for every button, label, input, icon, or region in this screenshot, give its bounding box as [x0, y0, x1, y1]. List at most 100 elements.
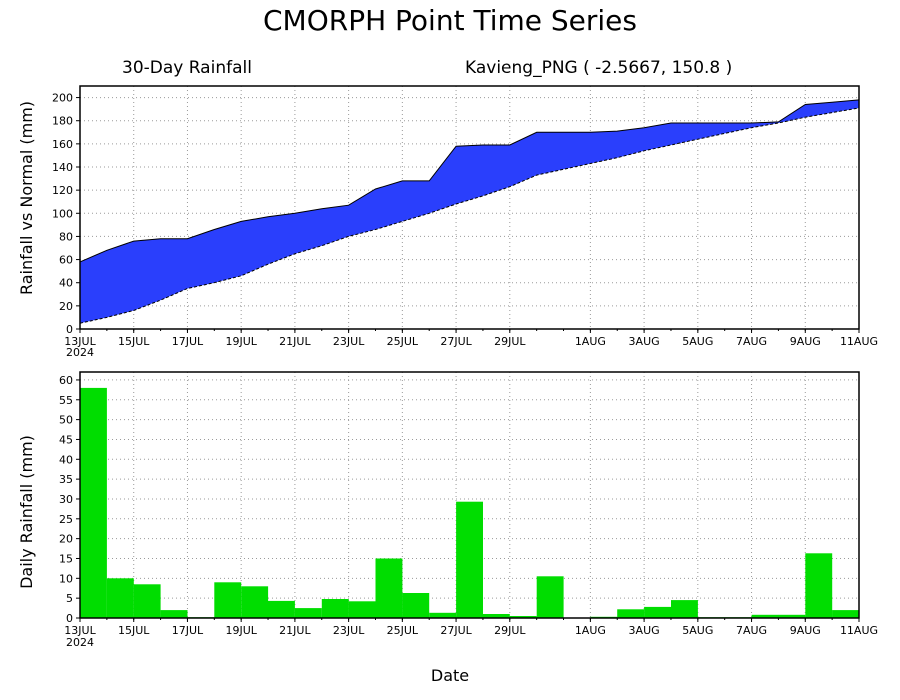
- bottom-y-tick-label: 40: [59, 453, 73, 466]
- actual-cumulative-line: [79, 99, 860, 263]
- top-x-tick-label: 11AUG: [840, 335, 878, 348]
- top-y-tick-label: 60: [59, 254, 73, 267]
- bottom-x-ticks: 13JUL 15JUL 17JUL 19JUL 21JUL 23JUL 25JUL 27JUL…: [64, 618, 878, 637]
- top-x-tick-label: 17JUL: [172, 335, 204, 348]
- bottom-x-tick-label: 7AUG: [736, 624, 767, 637]
- chart-subtitle-left: 30-Day Rainfall: [122, 58, 252, 78]
- daily-rainfall-bar: [482, 614, 510, 618]
- top-x-tick-label: 29JUL: [494, 335, 526, 348]
- bottom-y-tick-label: 10: [59, 572, 73, 585]
- bottom-y-ticks: 0 5 10 15 20 25 30 35 40 45 50 55 60: [59, 374, 80, 625]
- daily-rainfall-bar: [402, 593, 430, 618]
- daily-rainfall-bar: [321, 599, 349, 618]
- bottom-x-tick-label: 15JUL: [118, 624, 150, 637]
- top-year-label: 2024: [66, 346, 94, 359]
- daily-rainfall-bar: [832, 610, 859, 618]
- daily-rainfall-bar: [106, 578, 134, 618]
- daily-rainfall-bar: [751, 614, 779, 618]
- daily-rainfall-bar: [133, 584, 161, 618]
- top-x-tick-label: 13JUL: [64, 335, 96, 348]
- bottom-x-tick-label: 29JUL: [494, 624, 526, 637]
- bottom-x-tick-label: 3AUG: [629, 624, 660, 637]
- cumulative-rainfall-panel: 0 20 40 60 80 100 120 140 160 180 200 13JUL 15JUL 17…: [17, 85, 878, 359]
- daily-rainfall-bar: [536, 576, 564, 618]
- top-y-tick-label: 180: [52, 115, 73, 128]
- bottom-y-tick-label: 30: [59, 493, 73, 506]
- bottom-y-tick-label: 15: [59, 552, 73, 565]
- bottom-y-tick-label: 45: [59, 433, 73, 446]
- daily-rainfall-bar: [778, 614, 806, 618]
- bottom-x-tick-label: 5AUG: [682, 624, 713, 637]
- bottom-y-axis-label: Daily Rainfall (mm): [17, 435, 36, 589]
- top-y-tick-label: 20: [59, 300, 73, 313]
- top-y-tick-label: 80: [59, 230, 73, 243]
- daily-rainfall-bar: [617, 609, 645, 618]
- bottom-x-tick-label: 25JUL: [387, 624, 419, 637]
- top-x-tick-label: 1AUG: [575, 335, 606, 348]
- top-y-tick-label: 160: [52, 138, 73, 151]
- bottom-y-tick-label: 0: [66, 612, 73, 625]
- bottom-plot-frame: [79, 371, 860, 619]
- top-x-tick-label: 7AUG: [736, 335, 767, 348]
- chart-title: CMORPH Point Time Series: [263, 4, 637, 37]
- daily-rainfall-bar: [644, 606, 671, 618]
- top-x-tick-label: 15JUL: [118, 335, 150, 348]
- top-y-tick-label: 40: [59, 277, 73, 290]
- bottom-x-tick-label: 17JUL: [172, 624, 204, 637]
- top-y-tick-label: 200: [52, 92, 73, 105]
- top-plot-frame: [79, 85, 860, 330]
- normal-cumulative-line: [79, 107, 860, 324]
- top-y-tick-label: 140: [52, 161, 73, 174]
- top-x-tick-label: 3AUG: [629, 335, 660, 348]
- top-x-tick-label: 5AUG: [682, 335, 713, 348]
- top-x-tick-label: 27JUL: [440, 335, 472, 348]
- bottom-y-tick-label: 60: [59, 374, 73, 387]
- bottom-y-tick-label: 20: [59, 533, 73, 546]
- bottom-x-tick-label: 19JUL: [225, 624, 257, 637]
- bottom-y-tick-label: 5: [66, 592, 73, 605]
- daily-rainfall-bars: [80, 387, 859, 618]
- daily-rainfall-panel: 0 5 10 15 20 25 30 35 40 45 50 55 60 13JUL 15JUL 17JUL…: [17, 371, 878, 649]
- daily-rainfall-bar: [241, 586, 269, 618]
- bottom-x-tick-label: 1AUG: [575, 624, 606, 637]
- top-x-tick-label: 19JUL: [225, 335, 257, 348]
- top-grid: [80, 86, 859, 329]
- top-x-ticks: 13JUL 15JUL 17JUL 19JUL 21JUL 23JUL 25JUL 27JUL…: [64, 329, 878, 348]
- daily-rainfall-bar: [671, 600, 698, 618]
- bottom-y-tick-label: 55: [59, 394, 73, 407]
- daily-rainfall-bar: [429, 612, 457, 618]
- bottom-x-tick-label: 21JUL: [279, 624, 311, 637]
- bottom-x-tick-label: 13JUL: [64, 624, 96, 637]
- bottom-x-tick-label: 27JUL: [440, 624, 472, 637]
- daily-rainfall-bar: [509, 616, 537, 618]
- top-x-tick-label: 25JUL: [387, 335, 419, 348]
- x-axis-label: Date: [431, 666, 469, 685]
- daily-rainfall-bar: [214, 582, 242, 618]
- top-y-tick-label: 0: [66, 323, 73, 336]
- top-y-axis-label: Rainfall vs Normal (mm): [17, 101, 36, 295]
- daily-rainfall-bar: [805, 553, 833, 618]
- top-y-ticks: 0 20 40 60 80 100 120 140 160 180 200: [52, 92, 80, 336]
- daily-rainfall-bar: [348, 601, 376, 618]
- top-x-tick-label: 9AUG: [790, 335, 821, 348]
- bottom-year-label: 2024: [66, 636, 94, 649]
- bottom-y-tick-label: 25: [59, 513, 73, 526]
- top-x-tick-label: 21JUL: [279, 335, 311, 348]
- daily-rainfall-bar: [160, 610, 188, 618]
- chart-subtitle-right: Kavieng_PNG ( -2.5667, 150.8 ): [465, 58, 732, 78]
- top-x-tick-label: 23JUL: [333, 335, 365, 348]
- bottom-x-tick-label: 23JUL: [333, 624, 365, 637]
- bottom-y-tick-label: 35: [59, 473, 73, 486]
- daily-rainfall-bar: [456, 501, 483, 618]
- bottom-y-tick-label: 50: [59, 414, 73, 427]
- top-y-tick-label: 100: [52, 207, 73, 220]
- daily-rainfall-bar: [268, 600, 295, 618]
- bottom-x-tick-label: 11AUG: [840, 624, 878, 637]
- daily-rainfall-bar: [294, 608, 322, 618]
- bottom-grid: [80, 372, 859, 618]
- daily-rainfall-bar: [80, 387, 107, 618]
- daily-rainfall-bar: [375, 558, 403, 618]
- top-y-tick-label: 120: [52, 184, 73, 197]
- bottom-x-tick-label: 9AUG: [790, 624, 821, 637]
